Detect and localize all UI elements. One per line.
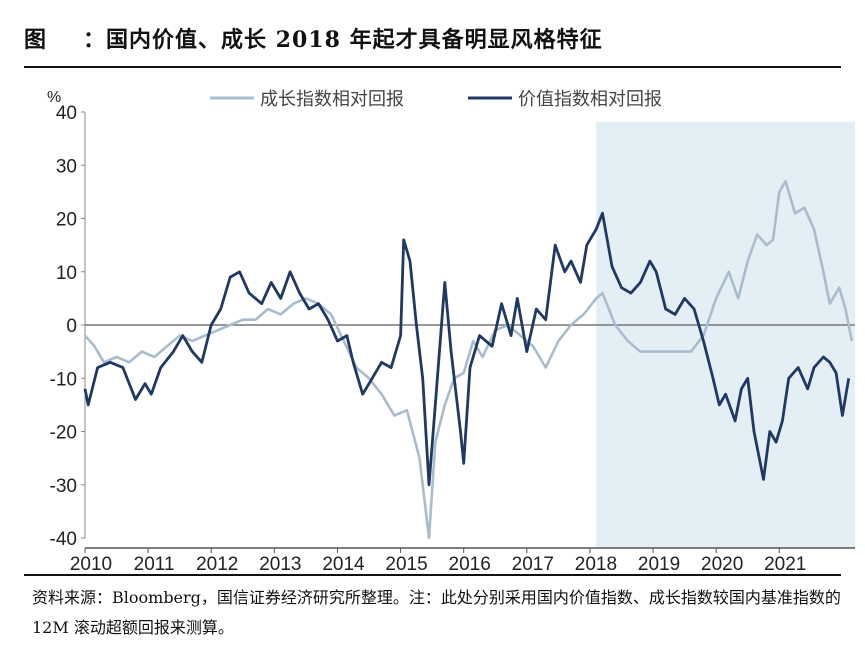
legend-label: 价值指数相对回报 (518, 89, 662, 110)
x-tick-label: 2014 (322, 554, 365, 575)
x-tick-label: 2012 (196, 554, 238, 575)
x-tick-label: 2019 (638, 554, 680, 575)
title-rule (24, 66, 841, 68)
y-tick-label: -40 (50, 529, 77, 550)
x-tick-label: 2018 (575, 554, 617, 575)
y-tick-label: 40 (56, 103, 77, 124)
x-tick-label: 2020 (701, 554, 743, 575)
x-tick-label: 2010 (70, 554, 112, 575)
footer-rule (24, 574, 841, 576)
y-tick-label: 30 (56, 156, 77, 177)
y-tick-label: 0 (66, 316, 77, 337)
y-tick-label: -20 (50, 423, 77, 444)
figure-title: 图 ：国内价值、成长 2018 年起才具备明显风格特征 (24, 22, 603, 54)
x-tick-label: 2017 (512, 554, 554, 575)
x-tick-label: 2011 (134, 554, 175, 575)
figure-title-text: ：国内价值、成长 2018 年起才具备明显风格特征 (83, 27, 603, 53)
y-tick-label: 10 (56, 263, 77, 284)
y-unit-label: % (47, 89, 61, 106)
x-tick-label: 2013 (259, 554, 301, 575)
x-tick-label: 2016 (449, 554, 491, 575)
y-tick-label: -30 (50, 476, 77, 497)
source-note: 资料来源：Bloomberg，国信证券经济研究所整理。注：此处分别采用国内价值指… (32, 588, 841, 637)
y-tick-label: -10 (50, 369, 77, 390)
legend-label: 成长指数相对回报 (260, 89, 404, 110)
series-line (83, 211, 851, 487)
y-tick-label: 20 (56, 210, 77, 231)
x-tick-label: 2021 (764, 554, 806, 575)
figure-label: 图 (24, 27, 48, 53)
shaded-region (596, 122, 855, 548)
x-tick-label: 2015 (385, 554, 427, 575)
